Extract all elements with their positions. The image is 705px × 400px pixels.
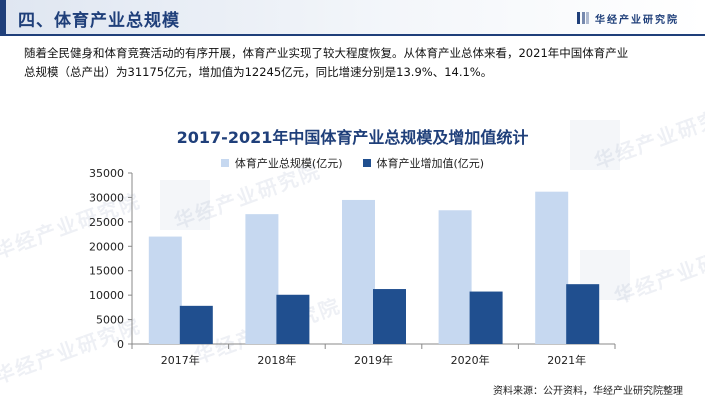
section-title: 四、体育产业总规模 xyxy=(18,11,180,31)
legend-item-total: 体育产业总规模(亿元) xyxy=(220,155,343,171)
legend-label-total: 体育产业总规模(亿元) xyxy=(234,157,343,170)
bar-added-value xyxy=(373,289,406,344)
x-tick-label: 2018年 xyxy=(257,353,296,367)
bar-total xyxy=(245,214,279,344)
bar-total xyxy=(148,236,182,344)
section-header: 四、体育产业总规模 华经产业研究院 xyxy=(0,0,705,34)
legend-item-added-value: 体育产业增加值(亿元) xyxy=(362,155,485,171)
brand-logo-icon xyxy=(577,12,589,24)
chart-title: 2017-2021年中国体育产业总规模及增加值统计 xyxy=(176,128,529,147)
axis-layer: 0 5000 10000 15000 20000 25000 30000 35000 2017年… xyxy=(89,167,616,367)
header-divider xyxy=(0,34,705,36)
bar-total xyxy=(342,199,375,344)
y-tick-label: 0 xyxy=(117,338,124,351)
y-tick-label: 10000 xyxy=(89,289,124,302)
legend-swatch-total xyxy=(220,159,229,167)
source-note: 资料来源：公开资料，华经产业研究院整理 xyxy=(493,386,683,397)
intro-paragraph: 随着全民健身和体育竞赛活动的有序开展，体育产业实现了较大程度恢复。从体育产业总体… xyxy=(24,46,629,79)
bar-added-value xyxy=(276,294,310,344)
bar-chart: 0 5000 10000 15000 20000 25000 30000 35000 2017年… xyxy=(89,167,616,367)
x-tick-label: 2021年 xyxy=(547,353,586,367)
x-tick-label: 2020年 xyxy=(451,353,490,367)
watermark-logo xyxy=(160,180,210,230)
y-tick-label: 5000 xyxy=(96,314,124,327)
y-tick-label: 25000 xyxy=(89,216,124,229)
bar-added-value xyxy=(179,305,213,344)
bar-added-value xyxy=(469,291,503,344)
legend-swatch-added-value xyxy=(362,159,371,167)
y-tick-label: 15000 xyxy=(89,265,124,278)
brand: 华经产业研究院 xyxy=(577,11,679,26)
y-tick-label: 30000 xyxy=(89,191,124,204)
brand-name: 华经产业研究院 xyxy=(595,14,679,26)
chart-legend: 体育产业总规模(亿元) 体育产业增加值(亿元) xyxy=(0,155,705,171)
x-tick-label: 2019年 xyxy=(354,353,393,367)
bar-layer xyxy=(148,191,600,344)
watermark-logo xyxy=(570,120,620,170)
bar-added-value xyxy=(566,284,600,344)
legend-label-added-value: 体育产业增加值(亿元) xyxy=(376,157,485,170)
x-tick-label: 2017年 xyxy=(161,353,200,367)
header-accent-bar xyxy=(0,0,6,34)
y-tick-label: 35000 xyxy=(89,167,124,180)
y-tick-label: 20000 xyxy=(89,240,124,253)
bar-total xyxy=(438,210,472,344)
bar-total xyxy=(535,191,569,344)
